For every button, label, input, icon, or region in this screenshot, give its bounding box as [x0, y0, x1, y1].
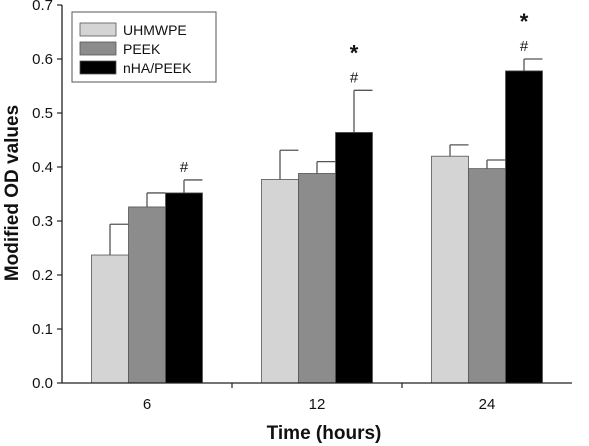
- bar-uhmwpe-6: [91, 254, 129, 384]
- y-tick-label: 0.7: [32, 0, 53, 14]
- bar-peek-6: [128, 206, 166, 384]
- y-tick-label: 0.4: [32, 159, 53, 176]
- legend-label-peek: PEEK: [123, 41, 161, 57]
- bar-peek-12: [298, 173, 336, 384]
- y-tick-label: 0.6: [32, 51, 53, 68]
- bar-uhmwpe-12: [261, 179, 299, 384]
- legend-swatch-peek: [79, 41, 117, 56]
- y-tick-label: 0.0: [32, 375, 53, 392]
- x-tick-label: 24: [479, 396, 496, 413]
- axes-layer: 0.0 0.1 0.2 0.3 0.4 0.5 0.6 0.7 6 12 24: [32, 0, 572, 413]
- y-tick-label: 0.5: [32, 105, 53, 122]
- significance-star: *: [520, 9, 529, 34]
- legend: UHMWPE PEEK nHA/PEEK: [71, 11, 217, 83]
- legend-label-nha-peek: nHA/PEEK: [123, 60, 192, 76]
- y-axis-title: Modified OD values: [2, 105, 23, 281]
- legend-swatch-nha-peek: [79, 60, 117, 75]
- x-tick-label: 12: [309, 396, 326, 413]
- significance-hash: #: [350, 69, 359, 86]
- x-tick-label: 6: [143, 396, 151, 413]
- significance-hash: #: [520, 38, 529, 55]
- x-axis-title: Time (hours): [267, 423, 382, 444]
- bar-nha-peek-12: [335, 132, 373, 384]
- significance-hash: #: [180, 159, 189, 176]
- bar-uhmwpe-24: [431, 155, 469, 384]
- bar-peek-24: [468, 168, 506, 384]
- legend-swatch-uhmwpe: [79, 22, 117, 37]
- y-tick-label: 0.2: [32, 267, 53, 284]
- bar-nha-peek-6: [165, 192, 203, 384]
- y-tick-label: 0.3: [32, 213, 53, 230]
- y-tick-label: 0.1: [32, 321, 53, 338]
- significance-star: *: [350, 40, 359, 65]
- bar-nha-peek-24: [505, 70, 543, 384]
- bars-layer: # # * # *: [91, 9, 543, 384]
- legend-label-uhmwpe: UHMWPE: [123, 22, 187, 38]
